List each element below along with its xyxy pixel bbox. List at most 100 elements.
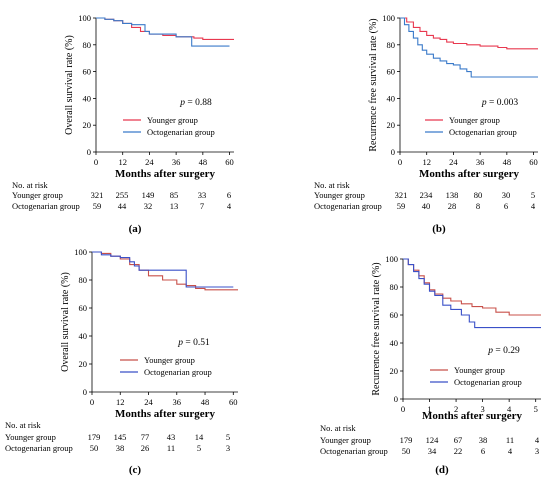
p-value: p = 0.29	[487, 346, 520, 356]
x-tick-label: 48	[199, 157, 208, 167]
panel-c: 0 12 24 36 48 60 0 20 40 60 80 100 Months after surg…	[5, 247, 238, 476]
risk-row-label: Younger group	[5, 432, 56, 442]
p-value: p = 0.003	[481, 98, 518, 108]
x-tick-label: 0	[94, 157, 98, 167]
y-tick-label: 60	[387, 67, 396, 77]
x-tick-label: 0	[398, 157, 402, 167]
risk-count: 14	[195, 432, 204, 442]
risk-count: 321	[91, 190, 104, 200]
risk-count: 255	[116, 190, 129, 200]
risk-count: 13	[170, 201, 179, 211]
risk-count: 124	[426, 435, 440, 445]
risk-count: 67	[454, 435, 463, 445]
series-line-younger	[92, 251, 238, 291]
y-tick-label: 20	[387, 120, 396, 130]
y-tick-label: 20	[390, 366, 399, 376]
series-line-octogenarian	[403, 258, 541, 329]
risk-count: 50	[402, 446, 411, 456]
x-tick-label: 60	[529, 157, 538, 167]
risk-count: 179	[400, 435, 413, 445]
x-tick-label: 36	[173, 397, 182, 407]
y-tick-label: 0	[83, 387, 87, 397]
x-tick-label: 60	[229, 397, 238, 407]
risk-count: 59	[397, 201, 406, 211]
y-tick-label: 60	[79, 303, 88, 313]
risk-row-label: Younger group	[314, 190, 365, 200]
risk-row-label: Younger group	[12, 190, 63, 200]
y-tick-label: 40	[79, 331, 88, 341]
risk-count: 26	[141, 443, 150, 453]
y-tick-label: 40	[387, 93, 396, 103]
risk-count: 43	[167, 432, 176, 442]
x-tick-label: 12	[422, 157, 431, 167]
y-tick-label: 60	[390, 310, 399, 320]
risk-table-header: No. at risk	[320, 423, 356, 433]
x-tick-label: 12	[118, 157, 127, 167]
legend-label: Younger group	[454, 365, 505, 375]
y-tick-label: 40	[390, 338, 399, 348]
y-tick-label: 20	[83, 120, 92, 130]
x-axis-title: Months after surgery	[419, 168, 519, 180]
risk-count: 33	[198, 190, 207, 200]
y-tick-label: 100	[382, 13, 395, 23]
x-tick-label: 1	[427, 404, 431, 414]
risk-count: 11	[506, 435, 514, 445]
risk-count: 22	[454, 446, 463, 456]
risk-row-label: Younger group	[320, 435, 371, 445]
x-tick-label: 60	[225, 157, 234, 167]
y-tick-label: 80	[79, 275, 88, 285]
y-tick-label: 60	[83, 67, 92, 77]
legend-label: Octogenarian group	[147, 127, 215, 137]
risk-count: 40	[422, 201, 431, 211]
x-tick-label: 36	[476, 157, 485, 167]
risk-table-header: No. at risk	[5, 420, 41, 430]
legend-label: Octogenarian group	[454, 377, 522, 387]
risk-count: 4	[508, 446, 513, 456]
x-tick-label: 24	[449, 157, 458, 167]
risk-count: 44	[118, 201, 127, 211]
x-axis-title: Months after surgery	[115, 408, 215, 420]
panel-label: (a)	[129, 223, 142, 235]
risk-row-label: Octogenarian group	[314, 201, 382, 211]
y-tick-label: 100	[74, 247, 87, 257]
x-tick-label: 5	[534, 404, 538, 414]
risk-count: 6	[227, 190, 231, 200]
legend-label: Younger group	[449, 115, 500, 125]
y-axis-title: Recurrence free survival rate (%)	[368, 18, 379, 151]
risk-count: 6	[481, 446, 485, 456]
risk-count: 80	[474, 190, 483, 200]
risk-count: 4	[535, 435, 540, 445]
risk-row-label: Octogenarian group	[12, 201, 80, 211]
risk-count: 145	[114, 432, 127, 442]
y-tick-label: 80	[83, 40, 92, 50]
risk-row-label: Octogenarian group	[320, 446, 388, 456]
series-line-younger	[403, 258, 541, 316]
risk-count: 6	[504, 201, 508, 211]
x-axis-title: Months after surgery	[115, 168, 215, 180]
risk-count: 77	[141, 432, 150, 442]
risk-count: 59	[93, 201, 102, 211]
y-axis-title: Recurrence free survival rate (%)	[371, 262, 382, 395]
y-tick-label: 0	[394, 394, 398, 404]
y-tick-label: 80	[390, 282, 399, 292]
risk-count: 11	[167, 443, 175, 453]
risk-count: 149	[142, 190, 155, 200]
risk-count: 3	[535, 446, 539, 456]
risk-count: 4	[531, 201, 536, 211]
legend-label: Younger group	[144, 355, 195, 365]
x-tick-label: 24	[145, 157, 154, 167]
panel-a: 0 12 24 36 48 60 0 20 40 60 80 100 Months after surg…	[12, 13, 234, 235]
y-tick-label: 40	[83, 93, 92, 103]
legend-label: Younger group	[147, 115, 198, 125]
risk-count: 3	[226, 443, 230, 453]
p-value: p = 0.51	[177, 338, 210, 348]
panel-label: (c)	[129, 464, 142, 476]
x-tick-label: 2	[454, 404, 458, 414]
risk-count: 234	[420, 190, 434, 200]
y-tick-label: 0	[391, 147, 395, 157]
x-tick-label: 48	[201, 397, 210, 407]
risk-table-header: No. at risk	[314, 180, 350, 190]
legend-label: Octogenarian group	[144, 367, 212, 377]
